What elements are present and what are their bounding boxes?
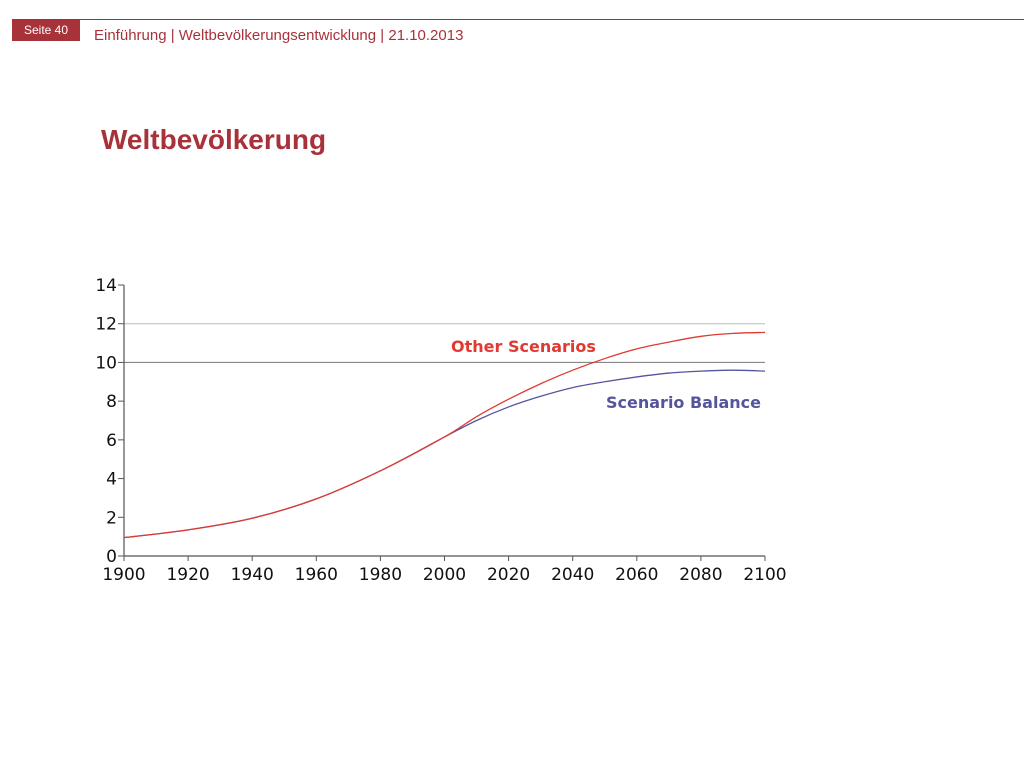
y-tick-label: 0 xyxy=(106,547,117,567)
series-label-other-scenarios: Other Scenarios xyxy=(451,337,596,356)
y-tick-label: 6 xyxy=(106,431,117,451)
x-tick-label: 2060 xyxy=(615,565,658,585)
x-tick-label: 1940 xyxy=(231,565,274,585)
x-tick-label: 1900 xyxy=(102,565,145,585)
x-tick-label: 1960 xyxy=(295,565,338,585)
y-tick-label: 14 xyxy=(95,276,117,296)
page-number-badge: Seite 40 xyxy=(12,19,80,41)
breadcrumb: Einführung | Weltbevölkerungsentwicklung… xyxy=(94,27,464,44)
y-tick-label: 8 xyxy=(106,392,117,412)
series-line-other-scenarios xyxy=(123,331,766,539)
x-tick-label: 1980 xyxy=(359,565,402,585)
x-tick-label: 2080 xyxy=(679,565,722,585)
x-tick-label: 2040 xyxy=(551,565,594,585)
header-rule xyxy=(80,19,1024,20)
x-tick-label: 2000 xyxy=(423,565,466,585)
series-label-scenario-balance: Scenario Balance xyxy=(606,393,761,412)
y-tick-label: 4 xyxy=(106,470,117,490)
y-tick-label: 2 xyxy=(106,508,117,528)
x-tick-label: 1920 xyxy=(166,565,209,585)
x-tick-label: 2020 xyxy=(487,565,530,585)
y-tick-label: 12 xyxy=(95,315,117,335)
y-tick-label: 10 xyxy=(95,353,117,373)
page-title: Weltbevölkerung xyxy=(101,124,327,155)
x-tick-label: 2100 xyxy=(743,565,786,585)
